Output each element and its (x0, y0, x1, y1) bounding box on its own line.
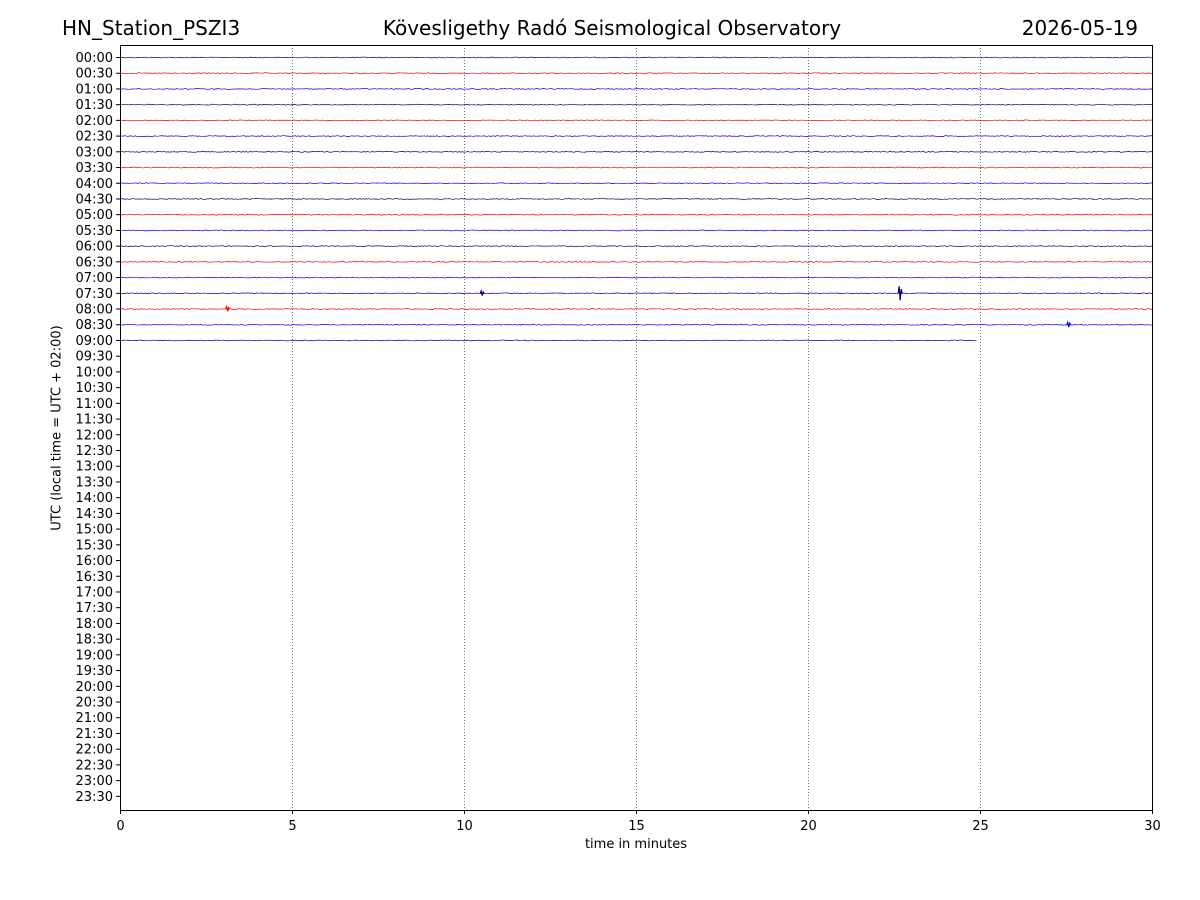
y-tick-label: 18:00 (76, 617, 113, 632)
seismic-event-mark (225, 304, 231, 312)
y-tick-label: 20:00 (76, 680, 113, 695)
trace-line (119, 119, 1153, 122)
y-tick-label: 11:00 (76, 397, 113, 412)
x-axis-label: time in minutes (584, 837, 688, 852)
trace-line (119, 213, 1153, 216)
station-label: HN_Station_PSZI3 (62, 16, 241, 40)
y-tick-label: 02:00 (76, 114, 113, 129)
trace-line (119, 103, 1153, 106)
y-tick-label: 10:30 (76, 381, 113, 396)
trace-line (119, 72, 1153, 75)
y-tick-label: 05:00 (76, 208, 113, 223)
y-tick-label: 15:00 (76, 523, 113, 538)
y-tick-label: 19:00 (76, 648, 113, 663)
x-tick-label: 5 (288, 819, 296, 834)
trace-line (119, 308, 1153, 310)
y-tick-label: 21:30 (76, 727, 113, 742)
y-tick-label: 07:30 (76, 287, 113, 302)
y-tick-label: 11:30 (76, 413, 113, 428)
y-tick-label: 20:30 (76, 696, 113, 711)
trace-line (119, 229, 1153, 232)
y-tick-label: 03:00 (76, 145, 113, 160)
trace-line (119, 276, 1153, 279)
x-tick-label: 0 (116, 819, 124, 834)
y-tick-label: 14:30 (76, 507, 113, 522)
grid-layer (292, 45, 981, 810)
plot-frame (120, 45, 1153, 811)
y-tick-label: 05:30 (76, 224, 113, 239)
y-tick-label: 18:30 (76, 633, 113, 648)
observatory-title: Kövesligethy Radó Seismological Observat… (382, 16, 842, 40)
y-tick-label: 23:30 (76, 790, 113, 805)
y-axis-label: UTC (local time = UTC + 02:00) (49, 325, 65, 531)
y-tick-label: 13:30 (76, 475, 113, 490)
trace-line (119, 166, 1153, 169)
date-label: 2026-05-19 (1021, 16, 1138, 40)
x-tick-label: 25 (972, 819, 989, 834)
trace-line (119, 182, 1153, 185)
y-tick-label: 13:00 (76, 460, 113, 475)
y-tick-label: 01:00 (76, 82, 113, 97)
y-tick-label: 04:00 (76, 177, 113, 192)
y-tick-label: 07:00 (76, 271, 113, 286)
y-tick-label: 09:30 (76, 350, 113, 365)
y-tick-label: 10:00 (76, 365, 113, 380)
trace-layer (119, 56, 1153, 342)
y-tick-label: 22:30 (76, 758, 113, 773)
seismic-event-mark (897, 286, 903, 301)
y-tick-label: 23:00 (76, 774, 113, 789)
trace-line (119, 150, 1153, 153)
y-tick-label: 01:30 (76, 98, 113, 113)
x-tick-label: 10 (456, 819, 473, 834)
y-tick-label: 06:00 (76, 240, 113, 255)
x-tick-label: 15 (628, 819, 645, 834)
y-tick-label: 06:30 (76, 255, 113, 270)
x-tick-layer: 0 5 10 15 20 25 30 (116, 810, 1161, 834)
y-tick-label: 19:30 (76, 664, 113, 679)
x-tick-label: 30 (1144, 819, 1161, 834)
trace-line (119, 56, 1153, 59)
trace-line (119, 323, 1153, 326)
y-tick-label: 09:00 (76, 334, 113, 349)
y-tick-label: 12:30 (76, 444, 113, 459)
seismic-event-mark (479, 288, 485, 296)
y-tick-layer: 00:0000:3001:0001:3002:0002:3003:0003:30… (76, 51, 120, 805)
y-tick-label: 22:00 (76, 743, 113, 758)
y-tick-label: 12:00 (76, 428, 113, 443)
x-tick-label: 20 (800, 819, 817, 834)
trace-line (119, 135, 1153, 137)
trace-line (119, 245, 1153, 247)
y-tick-label: 14:00 (76, 491, 113, 506)
y-tick-label: 15:30 (76, 538, 113, 553)
y-tick-label: 17:00 (76, 585, 113, 600)
y-tick-label: 02:30 (76, 130, 113, 145)
y-tick-label: 21:00 (76, 711, 113, 726)
y-tick-label: 08:00 (76, 303, 113, 318)
seismic-event-mark (1066, 320, 1072, 328)
trace-line (119, 339, 977, 342)
y-tick-label: 00:30 (76, 67, 113, 82)
y-tick-label: 08:30 (76, 318, 113, 333)
y-tick-label: 16:00 (76, 554, 113, 569)
y-tick-label: 03:30 (76, 161, 113, 176)
trace-line (119, 292, 1153, 295)
y-tick-label: 17:30 (76, 601, 113, 616)
y-tick-label: 16:30 (76, 570, 113, 585)
y-tick-label: 00:00 (76, 51, 113, 66)
trace-line (119, 88, 1153, 90)
y-tick-label: 04:30 (76, 192, 113, 207)
trace-line (119, 198, 1153, 200)
trace-line (119, 261, 1153, 263)
